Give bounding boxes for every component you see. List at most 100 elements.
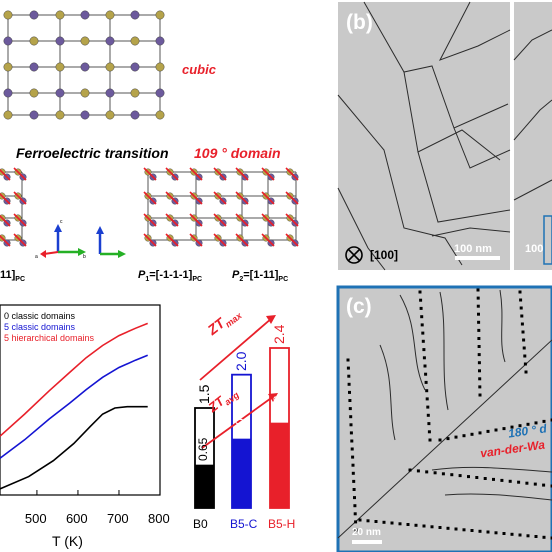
polarization-arrow xyxy=(213,191,227,205)
polarization-arrow xyxy=(285,233,299,247)
wall-dot xyxy=(478,377,482,381)
wall-dot xyxy=(523,354,527,358)
wall-dot xyxy=(374,520,378,523)
scale-text-c: 20 nm xyxy=(352,527,381,538)
polarization-arrow xyxy=(213,213,227,227)
polarization-arrow xyxy=(13,233,27,247)
x-tick-marks xyxy=(36,490,161,495)
wall-dot xyxy=(510,425,514,429)
wall-dot xyxy=(542,535,546,539)
axis-triad-2 xyxy=(96,226,126,258)
atom xyxy=(105,10,115,20)
wall-dot xyxy=(522,338,526,342)
polarization-arrow xyxy=(0,214,11,227)
wall-dot xyxy=(478,385,482,389)
polarization-arrow xyxy=(143,233,157,247)
wall-dot xyxy=(519,298,523,302)
scale-text-b: 100 nm xyxy=(454,243,492,255)
polarization-arrow xyxy=(189,167,203,181)
wall-dot xyxy=(348,407,352,411)
wall-dot xyxy=(346,366,350,370)
bar-max-value: 2.4 xyxy=(271,324,287,344)
wall-dot xyxy=(518,424,522,428)
bar-avg-value: 0.65 xyxy=(196,437,210,461)
atom xyxy=(55,10,65,20)
wall-dot xyxy=(427,422,431,426)
polarization-arrow xyxy=(213,233,227,247)
zt-bar-panel xyxy=(194,347,290,509)
wall-dot xyxy=(346,358,350,362)
bar-max-value: 2.0 xyxy=(233,351,249,371)
polarization-arrow xyxy=(235,167,249,181)
wall-dot xyxy=(351,463,355,467)
wall-dot xyxy=(476,296,480,300)
wall-dot xyxy=(508,479,512,483)
axis-c-label: c xyxy=(60,219,63,225)
polarization-arrow xyxy=(261,233,275,247)
wall-dot xyxy=(349,431,353,435)
wall-dot xyxy=(470,432,474,436)
atom xyxy=(3,110,13,120)
atom xyxy=(80,10,90,20)
polarization-arrow xyxy=(13,213,27,227)
atom xyxy=(130,110,140,120)
atom xyxy=(3,10,13,20)
polarization-arrow xyxy=(213,167,227,181)
wall-dot xyxy=(428,438,432,442)
left-domain-atoms xyxy=(0,167,27,247)
wall-dot xyxy=(523,362,527,366)
x-tick-label: 500 xyxy=(24,511,47,526)
polarization-arrow xyxy=(285,191,299,205)
bar-avg-B5-C xyxy=(232,438,251,508)
polarization-arrow xyxy=(235,213,249,227)
atom xyxy=(55,88,65,98)
wall-dot xyxy=(550,418,552,422)
dotted-walls-c xyxy=(346,288,552,540)
wall-dot xyxy=(352,479,356,483)
wall-dot xyxy=(426,413,430,417)
chart-series xyxy=(0,322,148,490)
polarization-arrow xyxy=(13,167,27,181)
bar-category-label: B5-C xyxy=(230,517,258,531)
atom xyxy=(80,88,90,98)
wall-dot xyxy=(486,429,490,433)
wall-dot xyxy=(534,535,538,538)
polarization-arrow xyxy=(261,167,275,181)
atom xyxy=(3,88,13,98)
series-line-2 xyxy=(0,322,148,437)
series-line-1 xyxy=(0,354,148,459)
wall-dot xyxy=(398,522,402,526)
wall-dot xyxy=(422,348,426,352)
atom xyxy=(130,36,140,46)
cubic-label: cubic xyxy=(182,62,216,77)
zt-line-chart xyxy=(0,304,161,496)
wall-dot xyxy=(422,356,426,360)
wall-dot xyxy=(347,382,351,386)
tem-b-left-image xyxy=(338,2,510,270)
wall-dot xyxy=(521,330,525,334)
wall-dot xyxy=(419,298,423,302)
bar-avg-B5-H xyxy=(270,422,289,508)
wall-dot xyxy=(419,306,423,310)
panel-b-label: (b) xyxy=(346,11,373,34)
wavy-walls-c xyxy=(379,289,552,501)
wall-dot xyxy=(446,526,450,530)
wall-dot xyxy=(478,529,482,533)
axis-a-label: a xyxy=(35,254,38,260)
atom xyxy=(130,10,140,20)
wall-dot xyxy=(390,521,394,525)
wall-dot xyxy=(475,476,479,479)
wall-dot xyxy=(427,430,431,434)
wall-dot xyxy=(477,320,481,324)
tem-panel-b xyxy=(337,1,552,271)
wall-dot xyxy=(524,370,528,374)
x-axis-label: T (K) xyxy=(52,533,83,549)
wall-dot xyxy=(424,380,428,384)
wall-dot xyxy=(416,469,420,473)
wall-dot xyxy=(502,532,506,535)
polarization-arrow xyxy=(261,213,275,227)
atom xyxy=(105,36,115,46)
atom xyxy=(29,110,39,120)
polarization-arrow xyxy=(165,233,179,247)
wall-dot xyxy=(406,523,410,526)
